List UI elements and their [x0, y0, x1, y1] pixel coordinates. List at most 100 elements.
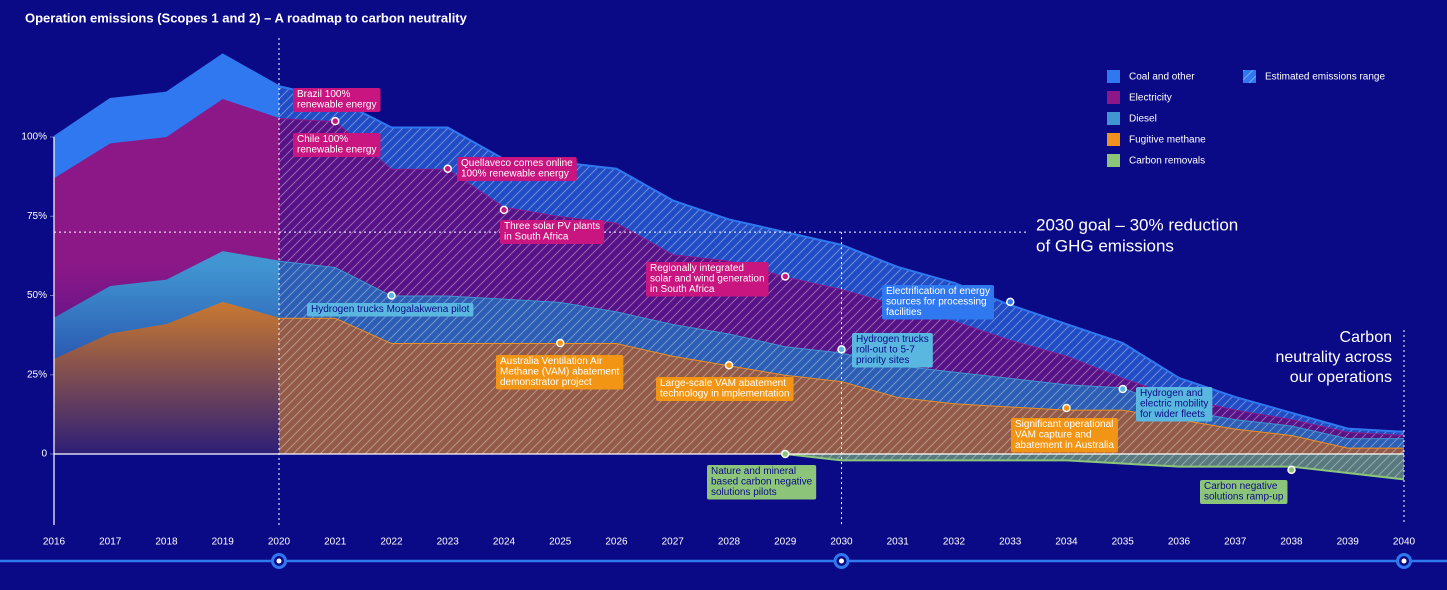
x-tick-label: 2022 [380, 537, 403, 548]
annotation-text: Significant operational [1015, 419, 1113, 430]
legend-swatch [1107, 133, 1120, 146]
annotation-box [500, 220, 605, 244]
x-tick-label: 2031 [887, 537, 910, 548]
x-tick-label: 2027 [662, 537, 685, 548]
legend-swatch [1107, 91, 1120, 104]
legend-label: Electricity [1129, 93, 1172, 104]
annotation-box [293, 133, 381, 157]
x-tick-label: 2030 [830, 537, 853, 548]
annotation-text: Chile 100% [297, 134, 348, 145]
x-tick-label: 2017 [99, 537, 122, 548]
legend-label: Coal and other [1129, 72, 1195, 83]
x-tick-label: 2037 [1224, 537, 1247, 548]
annotation-point [781, 272, 790, 281]
x-tick-label: 2034 [1055, 537, 1078, 548]
annotation-text: Quellaveco comes online [461, 158, 573, 169]
annotation-text: roll-out to 5-7 [856, 345, 915, 356]
annotation-text: Hydrogen trucks [856, 334, 929, 345]
annotation-text: Hydrogen trucks Mogalakwena pilot [311, 304, 470, 315]
annotation-point [556, 338, 565, 348]
neutrality-text: Carbon [1340, 329, 1392, 346]
legend-label: Diesel [1129, 114, 1157, 125]
legend-label: Fugitive methane [1129, 135, 1206, 146]
x-tick-label: 2018 [155, 537, 178, 548]
annotation-box [1136, 387, 1213, 422]
annotation-text: for wider fleets [1140, 409, 1205, 420]
neutrality-text: our operations [1290, 369, 1392, 386]
annotation-text: Nature and mineral [711, 466, 796, 477]
annotation-text: sources for processing [886, 297, 987, 308]
annotation-text: renewable energy [297, 100, 377, 111]
x-tick-label: 2038 [1280, 537, 1303, 548]
legend-hatch [1243, 70, 1256, 83]
annotation-point [331, 116, 340, 126]
annotation-text: solar and wind generation [650, 274, 765, 285]
legend-swatch [1107, 70, 1120, 83]
annotation-box [707, 465, 817, 500]
neutrality-text: neutrality across [1276, 349, 1393, 366]
annotation-text: electric mobility [1140, 399, 1208, 410]
estimate-hatch [279, 260, 1404, 448]
milestone-dot [276, 558, 282, 564]
annotation-point [1062, 403, 1071, 413]
annotation-box [646, 262, 769, 297]
annotation-text: technology in implementation [660, 389, 790, 400]
annotation-point [443, 164, 452, 173]
annotation-text: Regionally integrated [650, 263, 744, 274]
legend-label: Estimated emissions range [1265, 72, 1385, 83]
y-tick-label: 0 [41, 449, 47, 460]
annotation-point [387, 291, 396, 300]
x-tick-label: 2039 [1337, 537, 1360, 548]
milestone-dot [1401, 558, 1407, 564]
annotation-text: 100% renewable energy [461, 169, 569, 180]
fade [54, 263, 279, 454]
annotation-text: renewable energy [297, 145, 377, 156]
x-tick-label: 2032 [943, 537, 966, 548]
legend-label: Carbon removals [1129, 156, 1205, 167]
goal-text: 2030 goal – 30% reduction [1036, 215, 1238, 234]
annotation: Chile 100%renewable energy [293, 133, 381, 157]
annotation-text: VAM capture and [1015, 430, 1092, 441]
x-tick-label: 2021 [324, 537, 347, 548]
annotation-point [1118, 384, 1127, 394]
annotation-point [724, 360, 734, 370]
estimate-hatch [279, 117, 1404, 439]
annotation-text: Methane (VAM) abatement [500, 367, 620, 378]
annotation: Hydrogen trucks Mogalakwena pilot [307, 303, 474, 317]
legend-swatch [1107, 112, 1120, 125]
annotation-text: solutions pilots [711, 487, 777, 498]
annotation-text: Australia Ventilation Air [500, 356, 603, 367]
annotation: Brazil 100%renewable energy [293, 88, 381, 112]
estimate-hatch [279, 317, 1404, 454]
annotation-point [781, 449, 790, 459]
x-tick-label: 2040 [1393, 537, 1416, 548]
x-tick-label: 2026 [605, 537, 628, 548]
annotation-box [852, 333, 933, 368]
x-tick-label: 2023 [437, 537, 460, 548]
y-tick-label: 100% [21, 132, 47, 143]
goal-text: of GHG emissions [1036, 236, 1174, 255]
x-tick-label: 2033 [999, 537, 1022, 548]
x-tick-label: 2019 [212, 537, 235, 548]
annotation-box [1011, 418, 1118, 453]
annotation-text: Carbon negative [1204, 481, 1278, 492]
annotation-box [882, 285, 994, 320]
annotation-point [499, 205, 509, 215]
x-tick-label: 2020 [268, 537, 291, 548]
annotation-text: in South Africa [650, 284, 715, 295]
annotation-text: Large-scale VAM abatement [660, 378, 786, 389]
x-tick-label: 2024 [493, 537, 516, 548]
area-edge [53, 53, 1405, 433]
annotation-box [1200, 480, 1288, 504]
milestone-dot [839, 558, 844, 564]
annotation-point [1287, 465, 1296, 475]
